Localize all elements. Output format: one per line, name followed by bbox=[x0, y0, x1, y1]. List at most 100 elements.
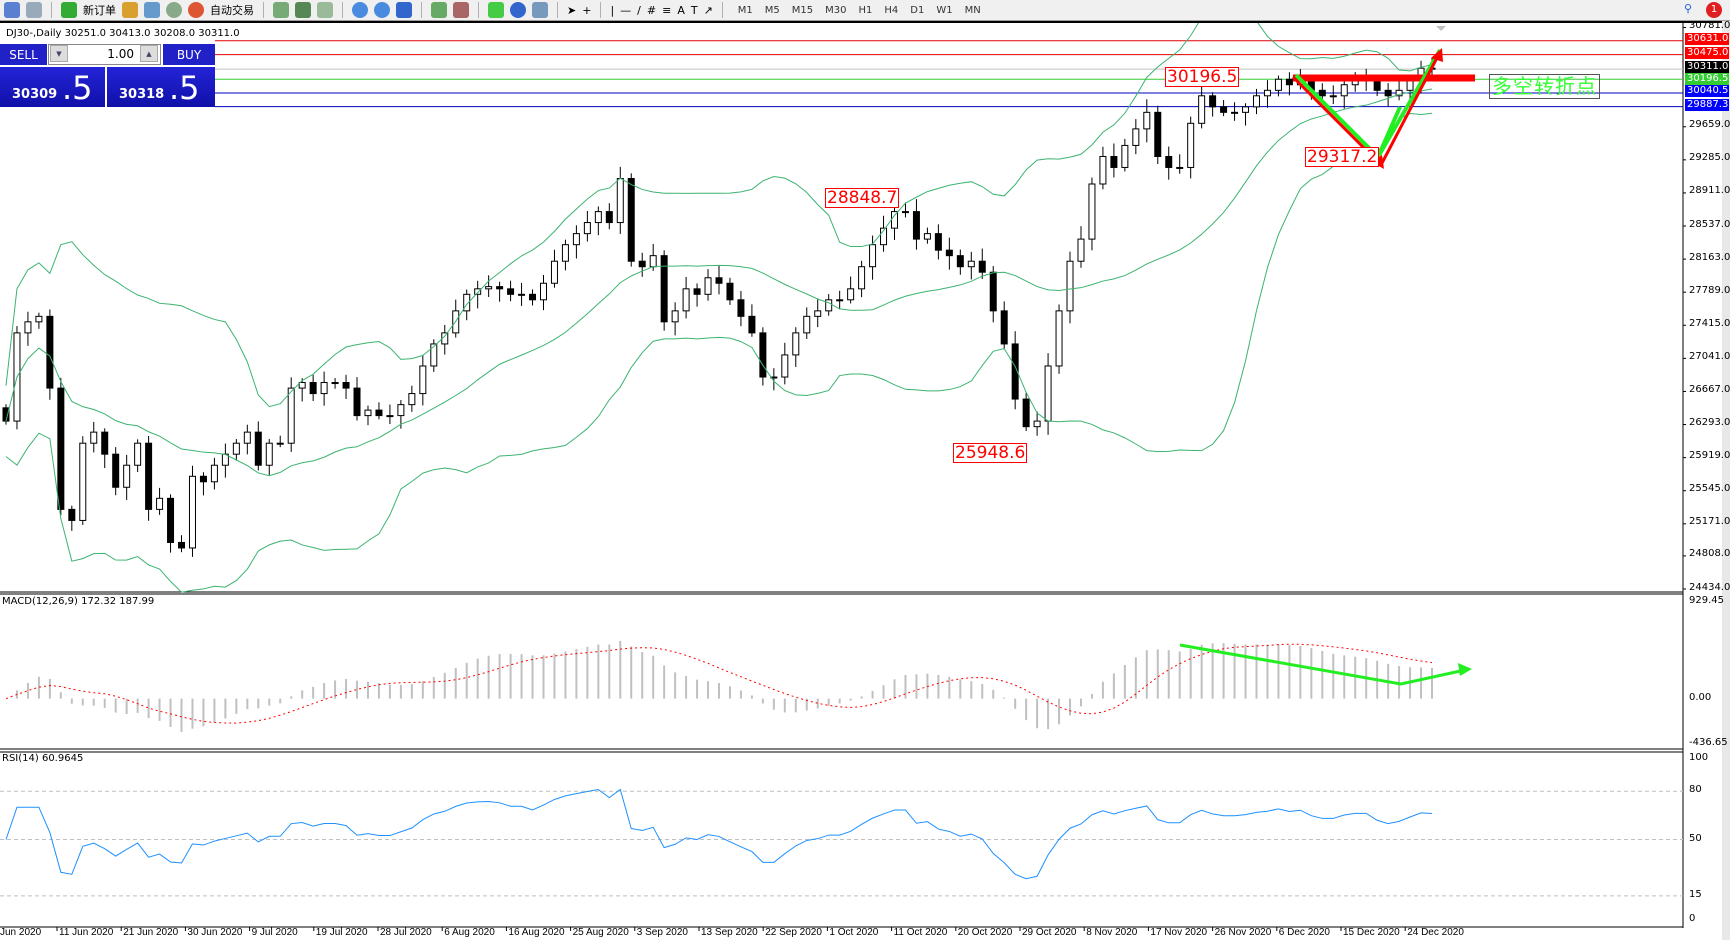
search-icon[interactable]: ⚲ bbox=[1683, 2, 1692, 15]
chart-shift-icon[interactable] bbox=[431, 2, 447, 18]
trendline-icon[interactable]: / bbox=[637, 3, 641, 17]
text-label-icon[interactable]: T bbox=[690, 3, 698, 17]
new-order-icon[interactable] bbox=[61, 2, 77, 18]
notification-badge[interactable]: 1 bbox=[1706, 2, 1722, 18]
buy-price-button[interactable]: 30318 .5 bbox=[107, 67, 215, 107]
chart-canvas[interactable] bbox=[0, 23, 1722, 942]
vertical-line-icon[interactable]: | bbox=[610, 3, 615, 17]
date-tick-label: 6 Aug 2020 bbox=[444, 927, 495, 938]
timeframe-h1[interactable]: H1 bbox=[858, 4, 873, 16]
timeframe-m5[interactable]: M5 bbox=[764, 4, 780, 16]
bollinger-upper bbox=[5, 23, 1433, 408]
price-tick-label: 29659.0 bbox=[1689, 119, 1730, 131]
line-chart-icon[interactable] bbox=[317, 2, 333, 18]
toolbar-separator bbox=[478, 2, 479, 18]
period-clock-icon[interactable] bbox=[510, 2, 526, 18]
terminal-icon[interactable] bbox=[144, 2, 160, 18]
text-tool-icon[interactable]: A bbox=[677, 3, 685, 17]
price-level-label: 29887.3 bbox=[1685, 98, 1729, 111]
zoom-search-icon[interactable] bbox=[26, 2, 42, 18]
price-annotation[interactable]: 25948.6 bbox=[953, 443, 1028, 463]
toolbar: 新订单 自动交易 ➤ + | — / # ≡ A T ↗ M1 M5 M15 M30 H… bbox=[0, 0, 1730, 21]
metaeditor-icon[interactable] bbox=[122, 2, 138, 18]
candle bbox=[134, 442, 142, 466]
price-level-label: 30311.0 bbox=[1685, 61, 1729, 74]
equidistant-channel-icon[interactable]: # bbox=[646, 3, 657, 17]
timeframe-d1[interactable]: D1 bbox=[910, 4, 925, 16]
candle bbox=[1220, 106, 1228, 113]
cursor-icon[interactable]: ➤ bbox=[567, 3, 577, 17]
timeframe-m15[interactable]: M15 bbox=[791, 4, 814, 16]
lot-increase-button[interactable]: ▲ bbox=[140, 45, 158, 62]
open-chart-icon[interactable] bbox=[4, 2, 20, 18]
fibonacci-icon[interactable]: ≡ bbox=[662, 3, 672, 17]
arrows-icon[interactable]: ↗ bbox=[703, 3, 713, 17]
candle bbox=[254, 431, 262, 466]
candle bbox=[781, 354, 789, 378]
turning-point-label[interactable]: 多空转折点 bbox=[1489, 74, 1600, 99]
candle bbox=[463, 293, 471, 312]
auto-trading-icon[interactable] bbox=[188, 2, 204, 18]
price-tick-label: 28537.0 bbox=[1689, 218, 1730, 230]
price-annotation[interactable]: 28848.7 bbox=[825, 188, 900, 208]
templates-icon[interactable] bbox=[532, 2, 548, 18]
bar-chart-icon[interactable] bbox=[273, 2, 289, 18]
candle bbox=[912, 211, 920, 240]
candle bbox=[485, 286, 493, 290]
price-tick-label: 27415.0 bbox=[1689, 317, 1730, 329]
candle bbox=[1000, 310, 1008, 345]
timeframe-m1[interactable]: M1 bbox=[737, 4, 753, 16]
signal-icon[interactable] bbox=[166, 2, 182, 18]
candle bbox=[298, 382, 306, 389]
chart-window[interactable]: DJ30-,Daily 30251.0 30413.0 30208.0 3031… bbox=[0, 21, 1722, 940]
price-annotation[interactable]: 29317.2 bbox=[1305, 147, 1380, 167]
autoscroll-icon[interactable] bbox=[453, 2, 469, 18]
lot-decrease-button[interactable]: ▼ bbox=[50, 45, 68, 62]
buy-button[interactable]: BUY bbox=[163, 44, 215, 65]
tile-windows-icon[interactable] bbox=[396, 2, 412, 18]
candle bbox=[309, 382, 317, 395]
candle bbox=[1252, 95, 1260, 108]
timeframe-h4[interactable]: H4 bbox=[884, 4, 899, 16]
date-tick-label: 16 Aug 2020 bbox=[508, 927, 565, 938]
candle bbox=[265, 442, 273, 466]
crosshair-icon[interactable]: + bbox=[582, 3, 592, 17]
candlestick-icon[interactable] bbox=[295, 2, 311, 18]
zoom-out-icon[interactable] bbox=[374, 2, 390, 18]
sell-button[interactable]: SELL bbox=[0, 44, 47, 65]
candle bbox=[649, 255, 657, 268]
auto-trading-button[interactable]: 自动交易 bbox=[210, 4, 254, 17]
toolbar-separator bbox=[600, 2, 602, 18]
chart-shift-marker-icon bbox=[1436, 26, 1446, 31]
macd-divergence-arrow bbox=[1179, 643, 1466, 686]
toolbar-separator bbox=[51, 2, 52, 18]
timeframe-w1[interactable]: W1 bbox=[936, 4, 953, 16]
candle bbox=[518, 293, 526, 296]
date-tick-label: Jun 2020 bbox=[0, 927, 42, 938]
candle bbox=[1033, 420, 1041, 428]
new-order-button[interactable]: 新订单 bbox=[83, 4, 116, 17]
candle bbox=[803, 315, 811, 334]
green-trend-arrow bbox=[1376, 48, 1442, 159]
indicators-icon[interactable] bbox=[488, 2, 504, 18]
date-tick-label: 19 Jul 2020 bbox=[315, 927, 368, 938]
timeframe-m30[interactable]: M30 bbox=[825, 4, 847, 16]
timeframe-mn[interactable]: MN bbox=[964, 4, 981, 16]
candle bbox=[1340, 84, 1348, 97]
horizontal-line-icon[interactable]: — bbox=[620, 3, 632, 17]
sell-price-button[interactable]: 30309 .5 bbox=[0, 67, 105, 107]
bollinger-lower bbox=[5, 112, 1433, 593]
scrollbar[interactable] bbox=[1722, 21, 1730, 940]
candle bbox=[199, 475, 207, 483]
price-annotation[interactable]: 30196.5 bbox=[1165, 67, 1240, 87]
candle bbox=[847, 288, 855, 301]
lot-size-input[interactable]: 1.00 bbox=[48, 44, 161, 65]
candle bbox=[1231, 111, 1239, 114]
candle bbox=[836, 299, 844, 302]
rsi-tick-label: 80 bbox=[1689, 784, 1702, 796]
price-tick-label: 24808.0 bbox=[1689, 548, 1730, 560]
zoom-in-icon[interactable] bbox=[352, 2, 368, 18]
candle bbox=[978, 260, 986, 273]
candle bbox=[715, 277, 723, 284]
date-tick-label: 20 Oct 2020 bbox=[957, 927, 1013, 938]
